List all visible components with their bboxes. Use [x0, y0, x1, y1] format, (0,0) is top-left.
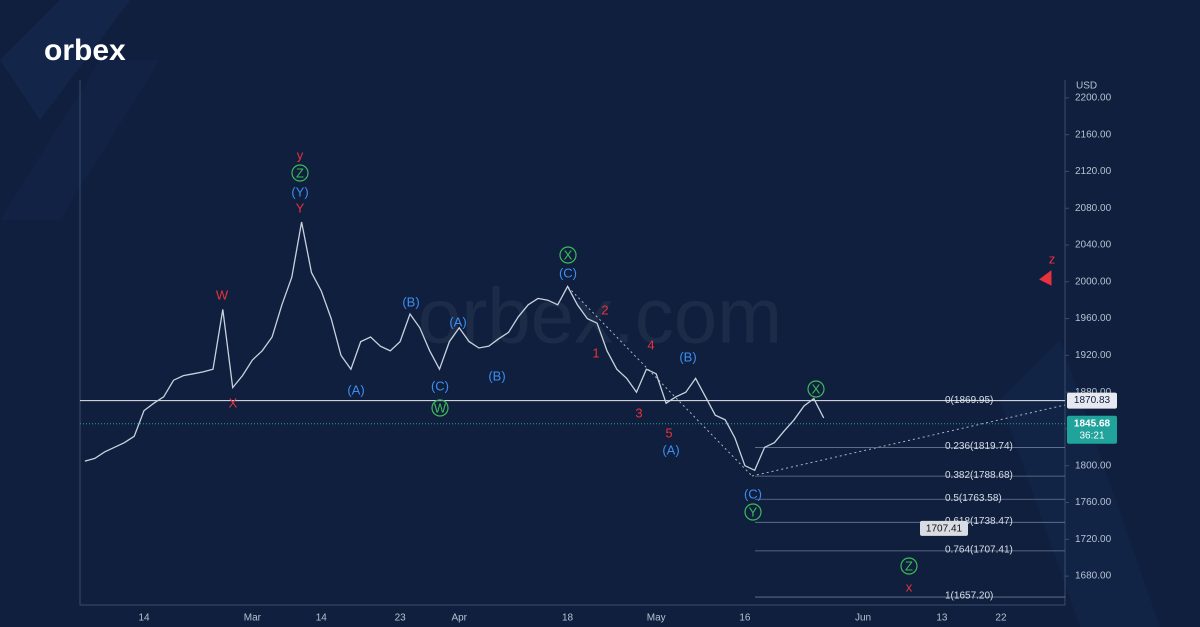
y-tick-label: 2200.00: [1075, 93, 1112, 104]
wave-label: (C): [744, 486, 762, 501]
x-tick-label: 16: [739, 613, 751, 624]
wave-circle: [559, 246, 577, 264]
fib-label: 0.382(1788.68): [945, 470, 1013, 481]
wave-label: Z: [905, 558, 913, 573]
x-tick-label: 13: [936, 613, 948, 624]
y-tick-label: 1960.00: [1075, 313, 1112, 324]
level-tag-label: 1870.83: [1074, 395, 1111, 406]
level-tag: [1067, 392, 1117, 409]
x-tick-label: May: [647, 613, 666, 624]
y-tick-label: 1720.00: [1075, 534, 1112, 545]
wave-label: 1: [592, 345, 599, 360]
x-tick-label: Apr: [451, 613, 467, 624]
y-tick-label: 1680.00: [1075, 571, 1112, 582]
wave-label: X: [229, 395, 238, 410]
wave-circle: [900, 557, 918, 575]
price-line: [84, 221, 825, 472]
trend-line: [567, 286, 753, 477]
wave-label: (B): [488, 368, 505, 383]
wave-label: z: [1049, 251, 1056, 266]
wave-label: (A): [347, 382, 364, 397]
trend-line: [751, 404, 1066, 477]
wave-label: (B): [402, 294, 419, 309]
wave-label: (C): [559, 265, 577, 280]
wave-label: Y: [296, 200, 305, 215]
wave-label: x: [906, 579, 913, 594]
y-tick-label: 2040.00: [1075, 240, 1112, 251]
x-tick-label: 22: [995, 613, 1007, 624]
wave-label: W: [216, 287, 229, 302]
x-tick-label: 23: [395, 613, 407, 624]
y-unit: USD: [1076, 81, 1097, 92]
x-tick-label: 18: [562, 613, 574, 624]
x-tick-label: 14: [138, 613, 150, 624]
wave-label: y: [297, 147, 304, 162]
last-price-tag: [1067, 415, 1117, 444]
y-tick-label: 1880.00: [1075, 387, 1112, 398]
wave-circle: [431, 399, 449, 417]
y-tick-label: 2120.00: [1075, 166, 1112, 177]
wave-label: 4: [647, 337, 654, 352]
y-tick-label: 2000.00: [1075, 276, 1112, 287]
y-tick-label: 2160.00: [1075, 129, 1112, 140]
wave-label: W: [434, 400, 447, 415]
wave-circle: [744, 503, 762, 521]
wave-label: X: [812, 381, 821, 396]
logo: orbex: [44, 34, 126, 67]
wave-label: (B): [679, 349, 696, 364]
countdown: 36:21: [1079, 430, 1104, 441]
wave-circle: [807, 380, 825, 398]
wave-label: (Y): [291, 184, 308, 199]
target-tag: [920, 520, 968, 536]
y-tick-label: 1760.00: [1075, 497, 1112, 508]
wave-label: (A): [449, 314, 466, 329]
fib-label: 1(1657.20): [945, 591, 993, 602]
fib-label: 0.5(1763.58): [945, 493, 1002, 504]
decor: [0, 0, 130, 120]
wave-label: Z: [296, 165, 304, 180]
fib-label: 0.236(1819.74): [945, 441, 1013, 452]
wave-label: Y: [749, 504, 758, 519]
wave-circle: [291, 164, 309, 182]
watermark: orbex.com: [418, 272, 782, 360]
last-price-label: 1845.68: [1074, 418, 1111, 429]
y-tick-label: 1920.00: [1075, 350, 1112, 361]
x-tick-label: 14: [316, 613, 328, 624]
wave-label: X: [564, 247, 573, 262]
fib-label: 0.764(1707.41): [945, 545, 1013, 556]
wave-label: (C): [431, 378, 449, 393]
decor: [1000, 340, 1160, 627]
x-tick-label: Mar: [244, 613, 262, 624]
wave-label: (A): [662, 442, 679, 457]
wave-label: 5: [665, 425, 672, 440]
fib-label: 0.618(1738.47): [945, 516, 1013, 527]
wave-label: 3: [635, 405, 642, 420]
target-label: 1707.41: [926, 524, 963, 535]
x-tick-label: Jun: [855, 613, 871, 624]
y-tick-label: 2080.00: [1075, 203, 1112, 214]
y-tick-label: 1800.00: [1075, 460, 1112, 471]
wave-label: 2: [601, 302, 608, 317]
